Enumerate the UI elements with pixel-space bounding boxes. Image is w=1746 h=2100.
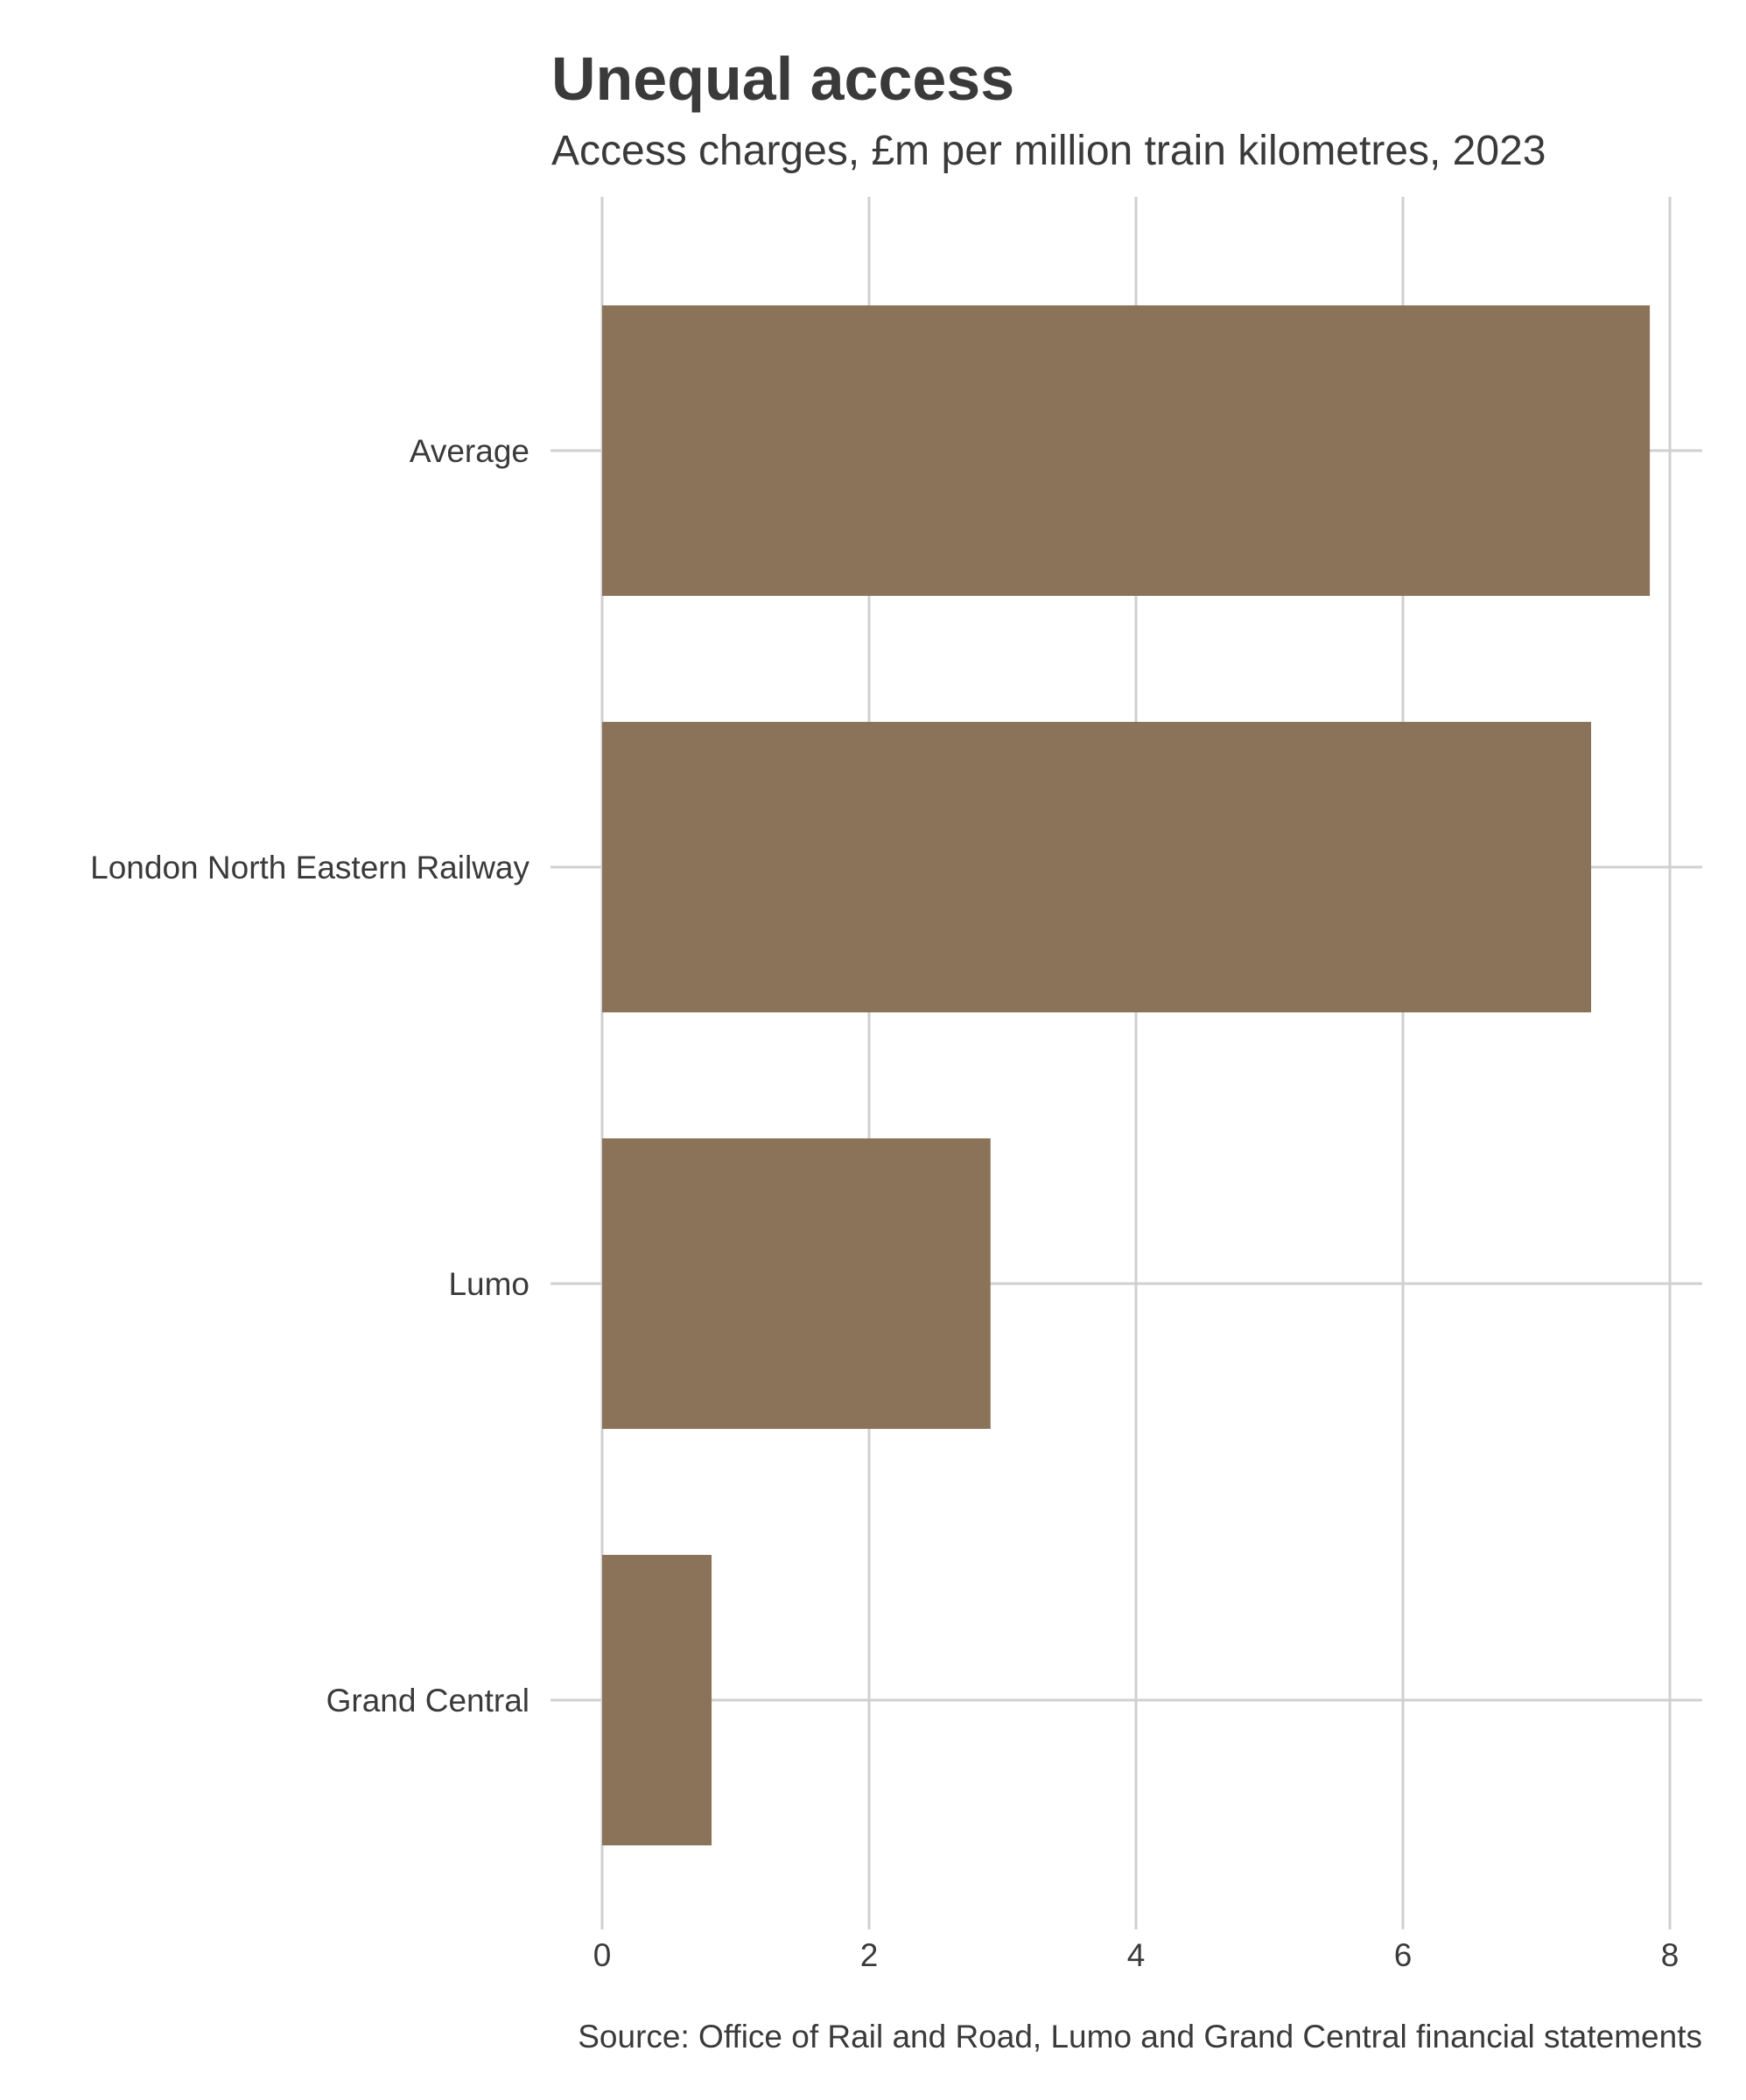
- bar-3: [602, 1555, 712, 1845]
- x-axis-labels: 0 2 4 6 8: [593, 1937, 1679, 1973]
- bar-1: [602, 722, 1592, 1012]
- x-tick-label-4: 4: [1127, 1937, 1146, 1973]
- chart-title: Unequal access: [551, 45, 1015, 113]
- bars: [602, 305, 1651, 1845]
- y-axis-labels: Average London North Eastern Railway Lumo G…: [90, 433, 529, 1718]
- bar-0: [602, 305, 1651, 596]
- chart-source: Source: Office of Rail and Road, Lumo an…: [578, 2019, 1702, 2054]
- x-tick-label-2: 2: [860, 1937, 879, 1973]
- y-tick-label-0: Average: [410, 433, 529, 469]
- y-tick-label-1: London North Eastern Railway: [90, 850, 529, 886]
- chart-subtitle: Access charges, £m per million train kil…: [551, 128, 1546, 174]
- bar-2: [602, 1138, 991, 1429]
- y-tick-label-3: Grand Central: [326, 1683, 529, 1718]
- y-tick-label-2: Lumo: [448, 1266, 529, 1302]
- y-axis-ticks: [550, 449, 602, 1702]
- x-tick-label-6: 6: [1394, 1937, 1413, 1973]
- x-tick-label-8: 8: [1661, 1937, 1679, 1973]
- x-tick-label-0: 0: [593, 1937, 612, 1973]
